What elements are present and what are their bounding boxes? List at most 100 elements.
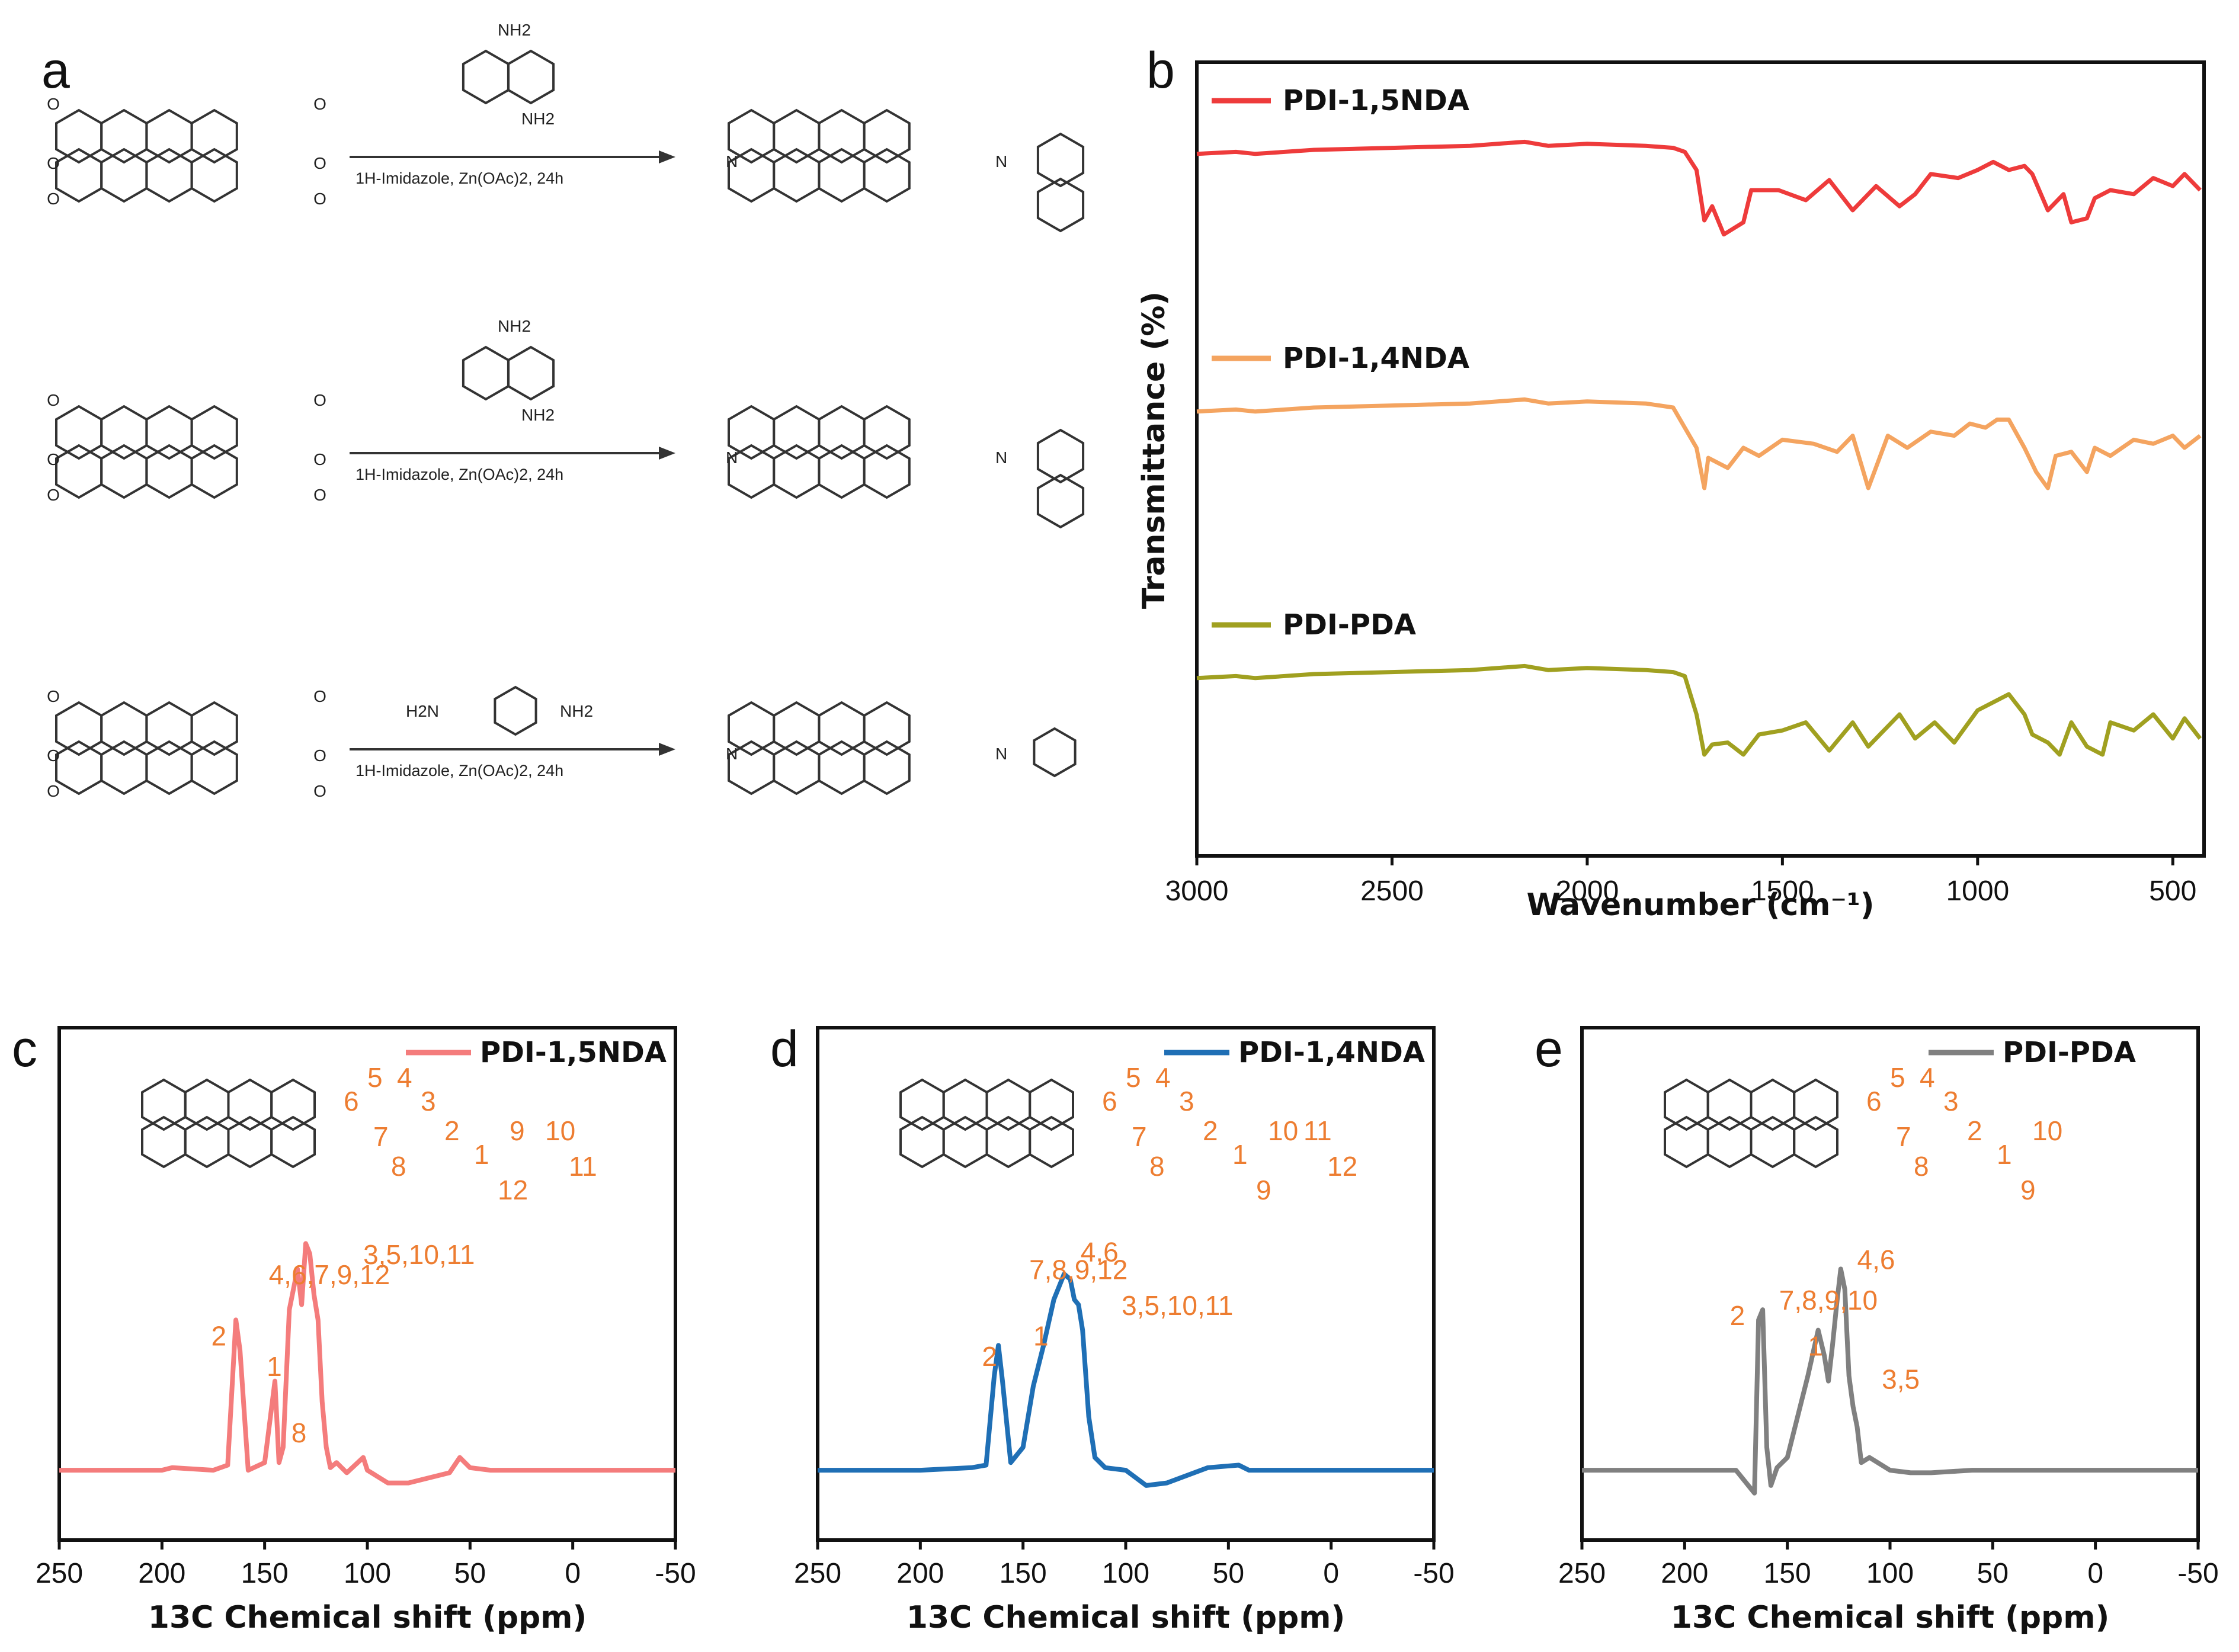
structure-position-label: 6 [1866,1086,1882,1117]
ftir-x-axis-label: Wavenumber (cm⁻¹) [1527,887,1875,923]
panel-letter-b: b [1146,42,1175,99]
perylene-ring [818,701,866,756]
perylene-ring [818,740,866,795]
ftir-tick-label: 500 [2149,875,2196,907]
atom-label: O [313,154,326,172]
structure-position-label: 5 [1890,1062,1905,1093]
perylene-ring [100,147,148,203]
inset-ring [227,1115,273,1169]
peak-assignment: 7,8,9,10 [1779,1285,1878,1316]
atom-label: N [995,448,1007,467]
structure-position-label: 10 [1268,1115,1298,1146]
perylene-ring [863,108,911,164]
peak-assignment: 1 [1808,1331,1823,1362]
structure-position-label: 5 [367,1062,383,1093]
inset-ring [141,1115,187,1169]
atom-label: O [313,486,326,504]
nmr-chart-e: 250 200 150 100 50 0 -50 PDI-PDA 13C Chemical sh… [1558,1026,2219,1635]
inset-ring [1029,1115,1074,1169]
peak-assignment: 7,8,9,12 [1029,1255,1127,1285]
nmr-tick-label: 200 [138,1558,185,1589]
atom-label: O [47,450,60,469]
nmr-tick-label: -50 [2177,1558,2218,1589]
panel-letter-c: c [12,1021,37,1077]
structure-position-label: 7 [1132,1121,1147,1152]
perylene-ring [145,740,193,795]
perylene-ring [863,405,911,460]
product-naphthalene-ring [1036,473,1085,529]
panel-letter-d: d [770,1021,799,1077]
ftir-x-ticks: 3000 2500 2000 1500 1000 500 [1165,856,2196,907]
perylene-ring [190,701,238,756]
atom-label: O [47,687,60,705]
ftir-legend-label: PDI-1,5NDA [1283,84,1469,117]
naphthalene-ring [462,49,510,105]
peak-assignment: 3,5,10,11 [1122,1290,1233,1321]
arrow-head [659,150,675,163]
perylene-ring [773,108,821,164]
nmr-tick-label: 150 [241,1558,289,1589]
ftir-legend-label: PDI-PDA [1283,608,1416,641]
perylene-ring [145,108,193,164]
panel-letter-a: a [41,42,70,99]
panel-e: e 250 200 150 100 50 0 -50 PDI-PDA 13C Chemical … [1535,1021,2219,1635]
amine-right-label: NH2 [560,702,593,720]
arrow-head [659,447,675,460]
structure-position-label: 8 [1914,1151,1929,1182]
amine-left-label: H2N [406,702,439,720]
perylene-ring [773,405,821,460]
product-naphthalene-ring [1036,177,1085,233]
perylene-ring [773,740,821,795]
atom-label: O [47,486,60,504]
peak-assignment: 8 [292,1417,307,1448]
perylene-ring [100,405,148,460]
perylene-ring [55,405,103,460]
peak-assignment: 2 [212,1320,227,1351]
perylene-ring [863,147,911,203]
perylene-ring [55,444,103,499]
panel-d: d 250 200 150 100 50 0 -50 PDI-1,4NDA 13C Chemic… [770,1021,1455,1635]
structure-position-label: 5 [1126,1062,1141,1093]
perylene-ring [773,444,821,499]
atom-label: O [313,687,326,705]
perylene-ring [100,701,148,756]
perylene-ring [190,405,238,460]
perylene-ring [100,108,148,164]
naphthalene-ring [462,345,510,401]
inset-ring [1664,1078,1709,1131]
structure-position-label: 11 [569,1151,597,1182]
structure-position-label: 8 [1149,1151,1165,1182]
atom-label: O [47,391,60,409]
structure-position-label: 1 [1232,1139,1248,1170]
inset-ring [1664,1115,1709,1169]
product-pdi-structure [728,108,911,203]
panel-letter-e: e [1535,1021,1563,1077]
naphthalene-ring [507,345,555,401]
ftir-tick-label: 1500 [1751,875,1814,907]
inset-ring [985,1115,1032,1169]
nmr-tick-label: 0 [2087,1558,2103,1589]
perylene-ring [145,701,193,756]
inset-ring [270,1078,316,1131]
perylene-ring [818,108,866,164]
reactant-pda-structure [55,108,238,203]
nmr-x-axis-label: 13C Chemical shift (ppm) [148,1600,587,1635]
structure-position-label: 11 [1303,1115,1332,1146]
atom-label: O [313,95,326,113]
perylene-ring [55,147,103,203]
structure-position-label: 9 [1256,1175,1271,1205]
perylene-ring [818,147,866,203]
structure-inset: 5 4 6 3 7 21 8 9 10 11 12 [899,1062,1357,1205]
peak-assignment: 1 [267,1351,282,1382]
nmr-legend-label: PDI-1,5NDA [480,1036,667,1069]
ftir-tick-label: 1000 [1946,875,2009,907]
nmr-tick-label: -50 [655,1558,696,1589]
nmr-spectrum-line [818,1272,1434,1488]
nmr-tick-label: 50 [454,1558,486,1589]
peak-assignment: 2 [982,1341,997,1372]
atom-label: O [47,154,60,172]
